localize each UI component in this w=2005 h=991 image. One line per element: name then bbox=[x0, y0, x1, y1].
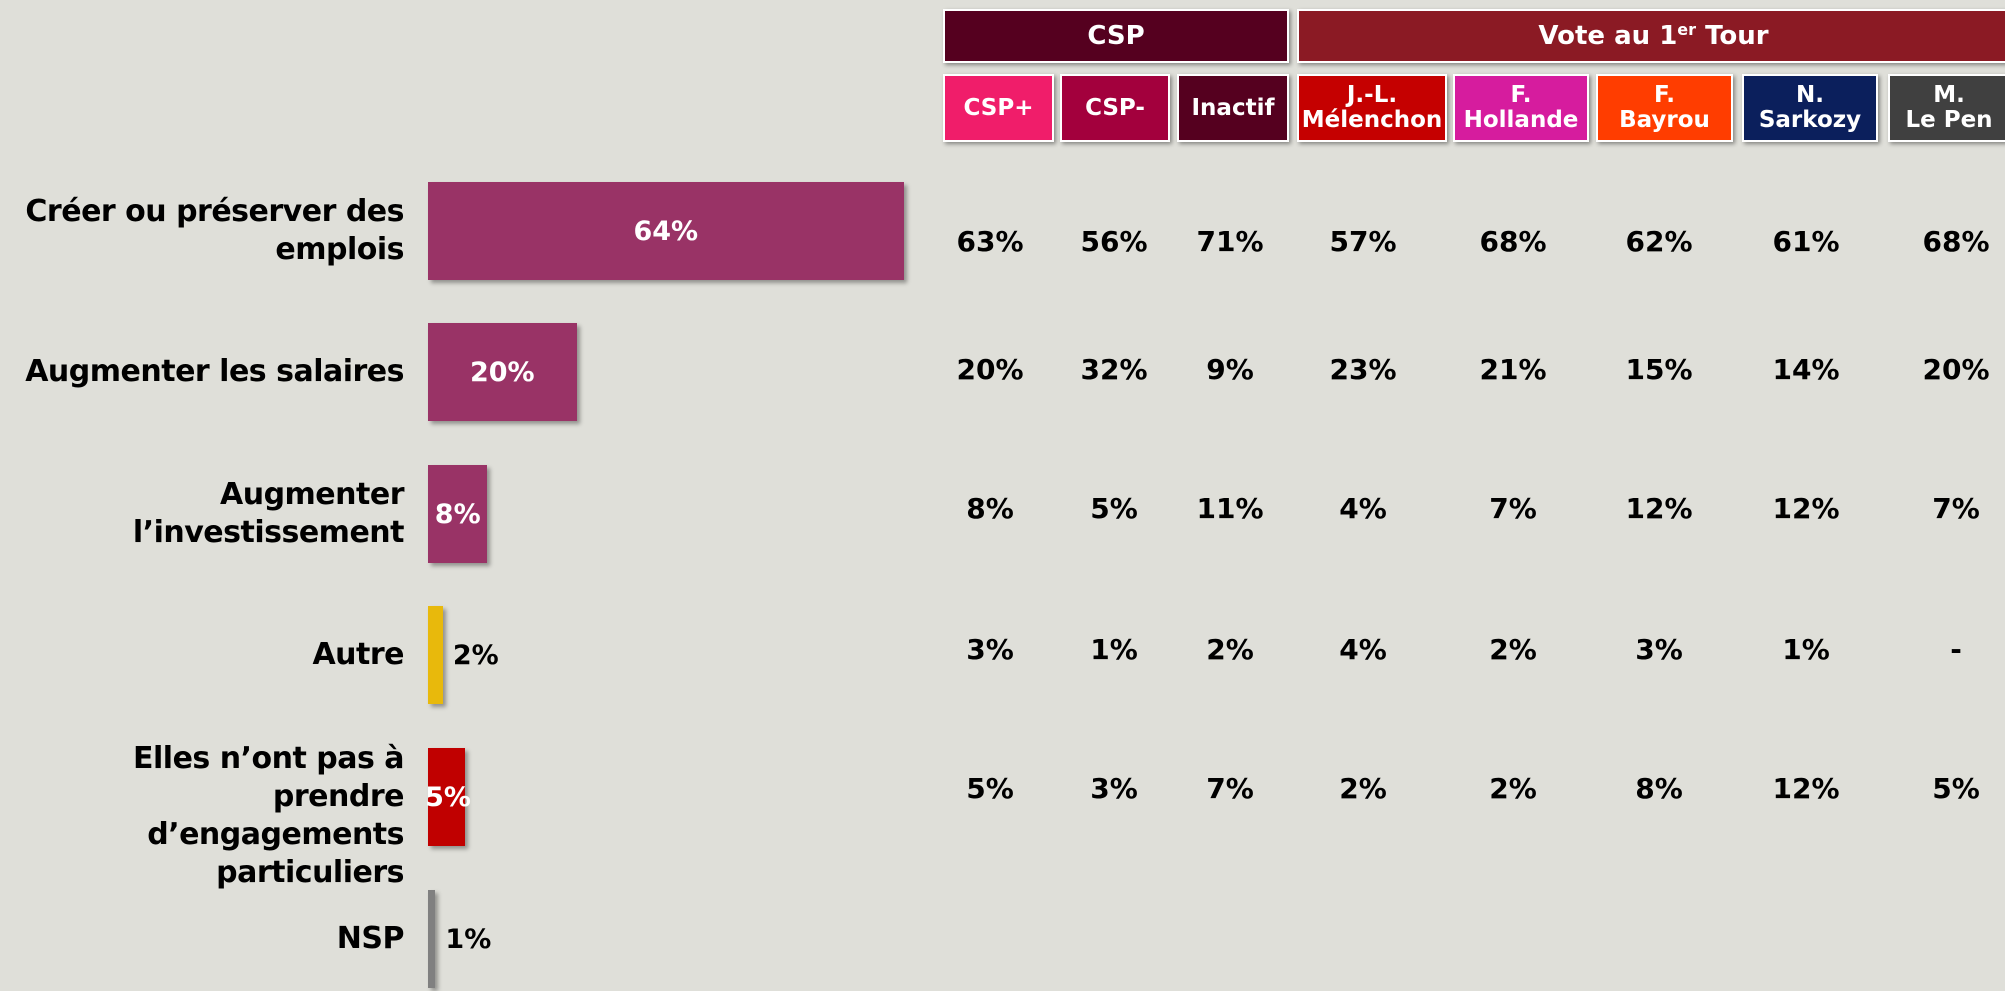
table-cell: 2% bbox=[1489, 633, 1537, 666]
bar bbox=[428, 465, 488, 563]
value-label: 5% bbox=[425, 781, 471, 813]
table-cell: 2% bbox=[1339, 772, 1387, 805]
column-header-line: M. bbox=[1933, 82, 1965, 108]
column-header-line: Sarkozy bbox=[1758, 107, 1862, 133]
table-cell: 11% bbox=[1196, 492, 1264, 525]
table-cell: 14% bbox=[1772, 353, 1840, 386]
table-cell: 12% bbox=[1625, 492, 1693, 525]
column-header: CSP- bbox=[1060, 74, 1170, 142]
table-cell: 3% bbox=[966, 633, 1014, 666]
table-cell: 5% bbox=[1932, 772, 1980, 805]
value-label: 2% bbox=[452, 639, 499, 671]
table-cell: 21% bbox=[1479, 353, 1547, 386]
table-cell: 5% bbox=[1090, 492, 1138, 525]
bar bbox=[428, 748, 466, 846]
table-cell: 7% bbox=[1489, 492, 1537, 525]
bar bbox=[428, 606, 443, 704]
table-cell: 63% bbox=[956, 225, 1024, 258]
category-line: particuliers bbox=[216, 855, 404, 890]
category-label: Augmenter l’investissement bbox=[0, 476, 405, 552]
column-header-line: CSP+ bbox=[963, 94, 1034, 121]
table-cell: 2% bbox=[1206, 633, 1254, 666]
column-header: Inactif bbox=[1177, 74, 1289, 142]
column-header-line: N. bbox=[1796, 82, 1824, 108]
table-cell: 56% bbox=[1080, 225, 1148, 258]
category-line: emplois bbox=[275, 232, 404, 267]
column-header-line: Mélenchon bbox=[1301, 107, 1443, 133]
table-cell: 4% bbox=[1339, 633, 1387, 666]
table-cell: - bbox=[1950, 633, 1962, 666]
column-header: F. Bayrou bbox=[1596, 74, 1733, 142]
table-cell: 8% bbox=[1635, 772, 1683, 805]
group-title-part: Tour bbox=[1696, 20, 1769, 51]
table-cell: 7% bbox=[1206, 772, 1254, 805]
category-line: Autre bbox=[312, 637, 404, 672]
group-title: Vote au 1er Tour bbox=[1538, 20, 1769, 51]
column-header: CSP+ bbox=[943, 74, 1054, 142]
group-title-part: er bbox=[1677, 19, 1697, 39]
table-cell: 7% bbox=[1932, 492, 1980, 525]
table-cell: 15% bbox=[1625, 353, 1693, 386]
table-cell: 61% bbox=[1772, 225, 1840, 258]
column-header: J.-L. Mélenchon bbox=[1297, 74, 1447, 142]
table-cell: 2% bbox=[1489, 772, 1537, 805]
value-label: 8% bbox=[434, 498, 481, 530]
table-cell: 57% bbox=[1329, 225, 1397, 258]
table-cell: 1% bbox=[1090, 633, 1138, 666]
category-line: d’engagements bbox=[147, 817, 404, 852]
category-line: NSP bbox=[336, 921, 405, 956]
table-cell: 68% bbox=[1922, 225, 1990, 258]
column-header-line: Hollande bbox=[1463, 107, 1579, 133]
table-cell: 68% bbox=[1479, 225, 1547, 258]
category-line: Créer ou préserver des bbox=[25, 194, 404, 229]
table-cell: 23% bbox=[1329, 353, 1397, 386]
table-cell: 3% bbox=[1635, 633, 1683, 666]
category-line: Augmenter bbox=[220, 477, 405, 512]
column-header-line: Bayrou bbox=[1619, 107, 1710, 133]
group-title-part: Vote au 1 bbox=[1538, 20, 1678, 51]
bar bbox=[428, 182, 904, 280]
category-line: Augmenter les salaires bbox=[25, 354, 404, 389]
table-cell: 4% bbox=[1339, 492, 1387, 525]
category-line: Elles n’ont pas à prendre bbox=[133, 741, 404, 814]
group-title: CSP bbox=[1087, 20, 1145, 51]
table-cell: 9% bbox=[1206, 353, 1254, 386]
column-header-line: Inactif bbox=[1191, 94, 1275, 121]
table-cell: 12% bbox=[1772, 492, 1840, 525]
table-cell: 20% bbox=[956, 353, 1024, 386]
column-header: N. Sarkozy bbox=[1742, 74, 1878, 142]
column-header-line: J.-L. bbox=[1346, 82, 1398, 108]
column-header-line: F. bbox=[1510, 82, 1532, 108]
column-header-line: CSP- bbox=[1085, 94, 1145, 121]
table-cell: 12% bbox=[1772, 772, 1840, 805]
table-cell: 62% bbox=[1625, 225, 1693, 258]
table-cell: 1% bbox=[1782, 633, 1830, 666]
table-cell: 20% bbox=[1922, 353, 1990, 386]
column-header-line: F. bbox=[1653, 82, 1676, 108]
column-header: F. Hollande bbox=[1453, 74, 1589, 142]
group-title-part: CSP bbox=[1087, 20, 1145, 51]
category-label: Augmenter les salaires bbox=[0, 353, 404, 391]
category-line: l’investissement bbox=[132, 515, 405, 550]
table-cell: 8% bbox=[966, 492, 1014, 525]
table-cell: 71% bbox=[1196, 225, 1264, 258]
category-label: NSP bbox=[0, 920, 405, 958]
bar bbox=[428, 890, 436, 988]
group-header: Vote au 1er Tour bbox=[1297, 9, 2005, 63]
category-label: Créer ou préserver des emplois bbox=[0, 193, 404, 269]
value-label: 1% bbox=[445, 923, 492, 955]
table-cell: 3% bbox=[1090, 772, 1138, 805]
value-label: 64% bbox=[633, 215, 699, 247]
group-header: CSP bbox=[943, 9, 1289, 63]
table-cell: 5% bbox=[966, 772, 1014, 805]
column-header: M. Le Pen bbox=[1888, 74, 2005, 142]
value-label: 20% bbox=[469, 356, 535, 388]
category-label: Autre bbox=[0, 636, 404, 674]
table-cell: 32% bbox=[1080, 353, 1148, 386]
category-label: Elles n’ont pas à prendre d’engagements pa… bbox=[0, 740, 404, 892]
column-header-line: Le Pen bbox=[1905, 107, 1993, 133]
bar bbox=[428, 323, 577, 421]
